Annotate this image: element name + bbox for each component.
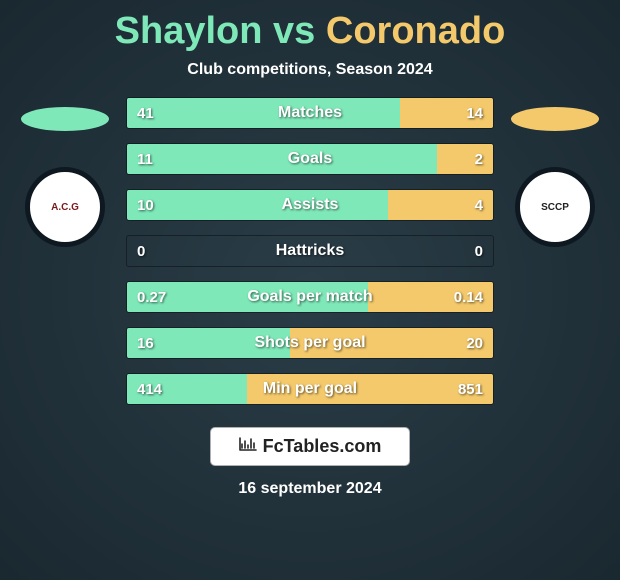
- club-logo-left: A.C.G: [25, 167, 105, 247]
- player2-name: Coronado: [326, 10, 505, 52]
- chart-icon: [239, 437, 257, 456]
- stat-label: Min per goal: [127, 374, 493, 404]
- comparison-title: Shaylon vs Coronado: [115, 10, 506, 53]
- stat-label: Matches: [127, 98, 493, 128]
- club-logo-left-text: A.C.G: [51, 202, 79, 213]
- subtitle: Club competitions, Season 2024: [187, 61, 432, 79]
- vs-text: vs: [273, 10, 315, 52]
- stat-row: 00Hattricks: [126, 235, 494, 267]
- brand-badge: FcTables.com: [210, 427, 411, 466]
- player1-marker-ellipse: [21, 107, 109, 131]
- stat-row: 112Goals: [126, 143, 494, 175]
- stat-label: Assists: [127, 190, 493, 220]
- right-side: SCCP: [500, 97, 610, 247]
- stat-row: 104Assists: [126, 189, 494, 221]
- stat-label: Shots per goal: [127, 328, 493, 358]
- stat-label: Hattricks: [127, 236, 493, 266]
- player1-name: Shaylon: [115, 10, 263, 52]
- content-area: A.C.G 4114Matches 112Goals 104Assists 00Hat…: [0, 97, 620, 405]
- stat-row: 0.270.14Goals per match: [126, 281, 494, 313]
- stat-label: Goals: [127, 144, 493, 174]
- date-text: 16 september 2024: [238, 480, 381, 498]
- brand-text: FcTables.com: [263, 436, 382, 457]
- player2-marker-ellipse: [511, 107, 599, 131]
- club-logo-right-text: SCCP: [541, 202, 569, 213]
- stat-row: 414851Min per goal: [126, 373, 494, 405]
- club-logo-right: SCCP: [515, 167, 595, 247]
- stat-bars: 4114Matches 112Goals 104Assists 00Hattricks…: [120, 97, 500, 405]
- stat-label: Goals per match: [127, 282, 493, 312]
- stat-row: 1620Shots per goal: [126, 327, 494, 359]
- left-side: A.C.G: [10, 97, 120, 247]
- stat-row: 4114Matches: [126, 97, 494, 129]
